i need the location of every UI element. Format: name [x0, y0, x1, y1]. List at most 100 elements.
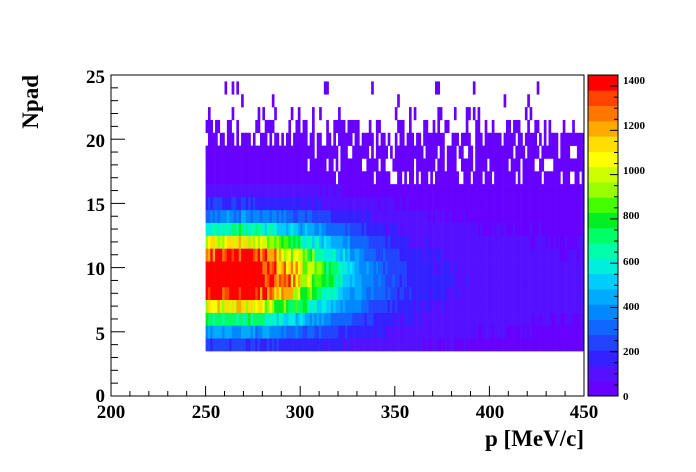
heatmap-cell — [330, 171, 334, 185]
heatmap-cell — [380, 171, 384, 185]
heatmap-cell — [338, 209, 341, 223]
heatmap-cell — [503, 132, 507, 146]
heatmap-cell — [550, 196, 554, 211]
heatmap-cell — [392, 325, 396, 339]
heatmap-cell — [491, 184, 495, 198]
heatmap-cell — [527, 94, 530, 108]
heatmap-cell — [522, 274, 526, 288]
heatmap-cell — [297, 196, 301, 211]
heatmap-cell — [217, 312, 221, 326]
heatmap-cell — [451, 196, 455, 211]
heatmap-cell — [498, 338, 502, 352]
heatmap-cell — [219, 209, 223, 223]
heatmap-cell — [349, 196, 353, 211]
heatmap-cell — [356, 235, 360, 249]
heatmap-cell — [439, 196, 443, 211]
heatmap-cell — [482, 299, 485, 313]
heatmap-cell — [312, 261, 315, 275]
heatmap-cell — [418, 145, 422, 159]
heatmap-cell — [418, 209, 422, 223]
heatmap-cell — [565, 222, 568, 236]
heatmap-cell — [408, 235, 412, 249]
heatmap-cell — [262, 158, 266, 172]
heatmap-cell — [210, 299, 213, 313]
heatmap-cell — [210, 158, 213, 172]
heatmap-cell — [527, 184, 530, 198]
heatmap-cell — [252, 261, 256, 275]
heatmap-cell — [489, 145, 493, 159]
heatmap-cell — [401, 312, 405, 326]
heatmap-cell — [366, 235, 370, 249]
heatmap-cell — [224, 81, 228, 95]
heatmap-cell — [439, 235, 443, 249]
heatmap-cell — [385, 209, 389, 223]
y-tick-label: 25 — [86, 67, 105, 88]
heatmap-cell — [576, 299, 580, 313]
heatmap-cell — [345, 171, 348, 185]
heatmap-cell — [394, 286, 398, 300]
heatmap-cell — [226, 209, 230, 223]
heatmap-cell — [539, 132, 542, 146]
heatmap-cell — [435, 338, 438, 352]
heatmap-cell — [541, 196, 545, 211]
heatmap-cell — [212, 171, 216, 185]
heatmap-cell — [231, 299, 235, 313]
heatmap-cell — [555, 274, 559, 288]
heatmap-cell — [233, 261, 237, 275]
heatmap-cell — [513, 261, 516, 275]
heatmap-cell — [205, 338, 209, 352]
heatmap-cell — [557, 261, 561, 275]
heatmap-cell — [399, 184, 403, 198]
heatmap-cell — [217, 274, 221, 288]
heatmap-cell — [215, 299, 218, 313]
heatmap-cell — [229, 248, 232, 262]
heatmap-cell — [465, 171, 469, 185]
heatmap-cell — [543, 261, 547, 275]
heatmap-cell — [524, 299, 528, 313]
heatmap-cell — [553, 158, 556, 172]
heatmap-cell — [382, 132, 386, 146]
heatmap-cell — [286, 286, 289, 300]
heatmap-cell — [406, 209, 410, 223]
heatmap-cell — [255, 184, 258, 198]
heatmap-cell — [380, 132, 384, 146]
heatmap-cell — [553, 171, 556, 185]
heatmap-cell — [380, 274, 384, 288]
heatmap-cell — [375, 325, 379, 339]
heatmap-cell — [401, 222, 405, 236]
heatmap-cell — [387, 222, 391, 236]
heatmap-cell — [330, 338, 334, 352]
heatmap-cell — [274, 286, 277, 300]
heatmap-cell — [423, 299, 426, 313]
heatmap-cell — [444, 286, 448, 300]
heatmap-cell — [356, 132, 360, 146]
heatmap-cell — [392, 196, 396, 211]
heatmap-cell — [484, 209, 488, 223]
heatmap-cell — [342, 222, 346, 236]
heatmap-cell — [446, 261, 450, 275]
heatmap-cell — [548, 132, 552, 146]
heatmap-cell — [435, 171, 438, 185]
heatmap-cell — [468, 145, 471, 159]
heatmap-cell — [413, 107, 417, 121]
heatmap-cell — [418, 338, 422, 352]
heatmap-cell — [286, 274, 289, 288]
heatmap-cell — [297, 325, 301, 339]
heatmap-cell — [503, 196, 507, 211]
heatmap-cell — [397, 184, 400, 198]
heatmap-cell — [553, 222, 556, 236]
heatmap-cell — [413, 338, 417, 352]
heatmap-cell — [546, 274, 549, 288]
heatmap-cell — [255, 261, 258, 275]
heatmap-cell — [496, 132, 500, 146]
heatmap-cell — [437, 325, 441, 339]
heatmap-cell — [531, 196, 535, 211]
heatmap-cell — [411, 158, 415, 172]
heatmap-cell — [212, 312, 216, 326]
heatmap-cell — [257, 209, 261, 223]
heatmap-cell — [281, 222, 284, 236]
heatmap-cell — [479, 325, 483, 339]
heatmap-cell — [439, 274, 443, 288]
heatmap-cell — [451, 222, 455, 236]
heatmap-cell — [328, 274, 332, 288]
